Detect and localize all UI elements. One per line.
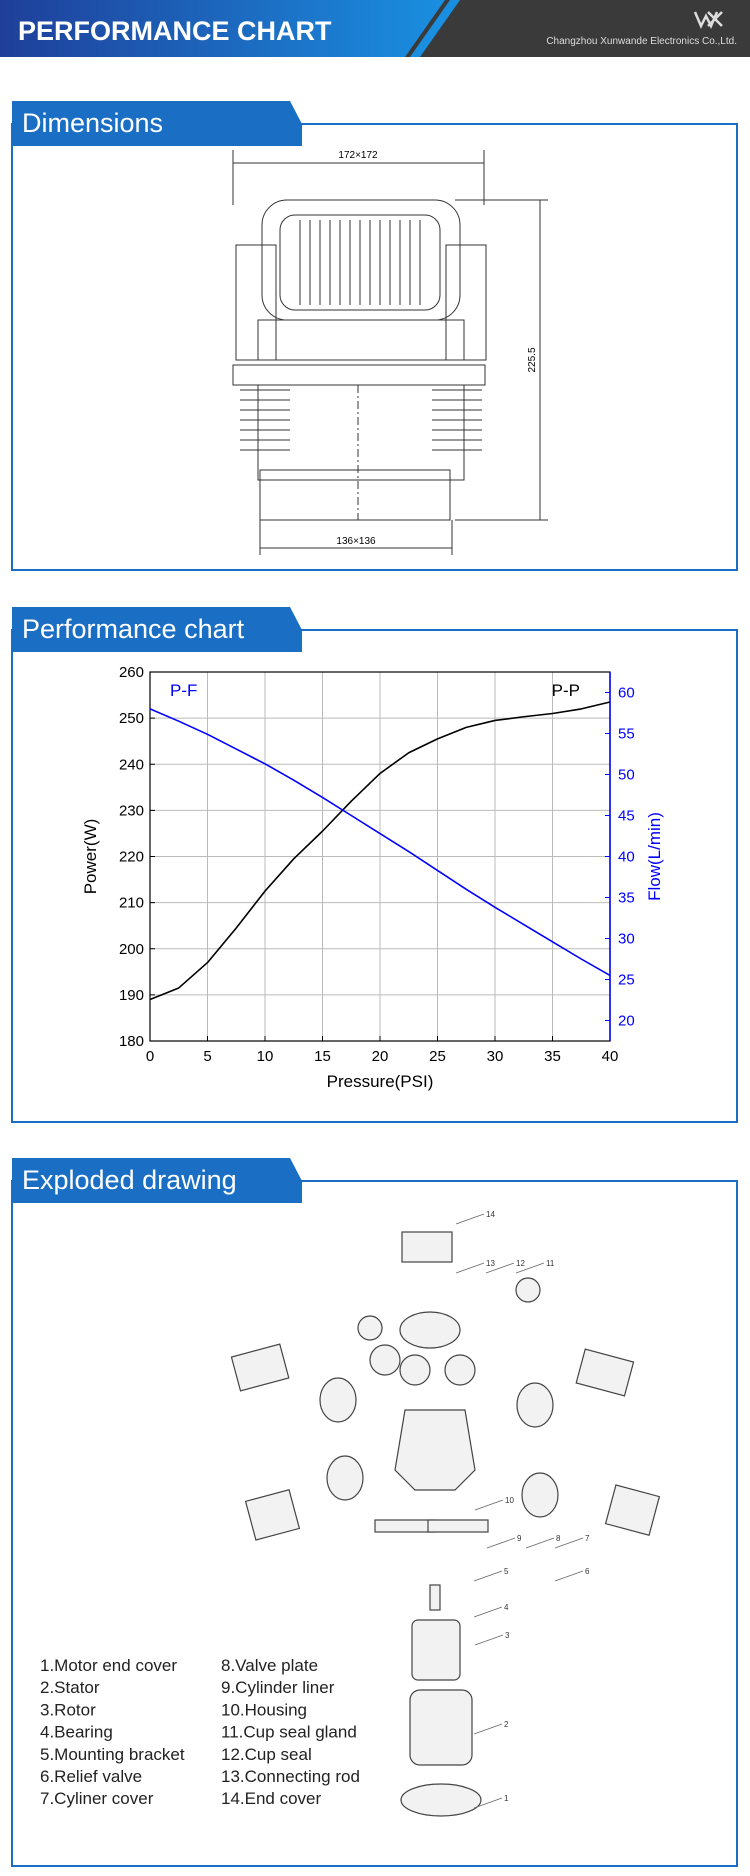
y2-tick-label: 60 [618,685,635,702]
section-box [11,1180,738,1867]
section-title: Exploded drawing [22,1165,237,1195]
y2-axis-label: Flow(L/min) [645,812,664,901]
y2-tick-label: 55 [618,726,635,743]
y-tick-label: 240 [119,756,144,773]
y-tick-label: 200 [119,941,144,958]
x-tick-label: 35 [544,1048,561,1065]
part-name: 6.Relief valve [40,1767,142,1786]
callout-number: 3 [505,1631,510,1640]
callout-number: 6 [585,1567,590,1576]
callout-leader [473,1570,503,1582]
part-name: 14.End cover [221,1789,322,1808]
part-name: 10.Housing [221,1700,307,1719]
callout-number: 12 [516,1259,525,1268]
callout-number: 13 [486,1259,495,1268]
dimension-drawing [232,150,548,555]
company: Changzhou Xunwande Electronics Co.,Ltd. [546,36,737,47]
part-name: 4.Bearing [40,1723,113,1742]
callout-number: 10 [505,1496,514,1505]
callout-leader [486,1537,516,1549]
callout-leader [515,1262,545,1274]
part-name: 9.Cylinder liner [221,1678,335,1697]
y-tick-label: 220 [119,849,144,866]
callout-leader [473,1797,503,1809]
x-tick-label: 10 [257,1048,274,1065]
callout-leader [473,1723,503,1735]
series-label: P-F [170,681,197,700]
callout-number: 14 [486,1210,495,1219]
section-box [11,629,738,1123]
callout-leader [474,1499,504,1511]
y-tick-label: 260 [119,664,144,681]
section-tab [12,1158,302,1203]
y-tick-label: 250 [119,710,144,727]
y2-tick-label: 30 [618,931,635,948]
callout-number: 2 [504,1720,509,1729]
x-tick-label: 30 [487,1048,504,1065]
part-name: 3.Rotor [40,1700,96,1719]
y-tick-label: 180 [119,1033,144,1050]
callout-leader [485,1262,515,1274]
exploded-drawing [230,1231,661,1817]
x-tick-label: 40 [602,1048,619,1065]
callout-number: 9 [517,1534,522,1543]
section-title: Performance chart [22,614,245,644]
series-label: P-P [552,681,580,700]
callout-number: 1 [504,1794,509,1803]
dimension-label: 172×172 [338,150,378,161]
callout-number: 7 [585,1534,590,1543]
series-line [149,701,611,1001]
section-tab [12,607,302,652]
y-tick-label: 230 [119,802,144,819]
x-tick-label: 20 [372,1048,389,1065]
part-name: 5.Mounting bracket [40,1745,185,1764]
part-name: 11.Cup seal gland [221,1723,357,1742]
callout-leader [473,1606,503,1618]
logo [693,11,723,29]
y2-tick-label: 35 [618,890,635,907]
part-name: 8.Valve plate [221,1656,318,1675]
callout-number: 5 [504,1567,509,1576]
y2-tick-label: 25 [618,972,635,989]
callout-leader [455,1262,485,1274]
x-tick-label: 25 [429,1048,446,1065]
callout-number: 8 [556,1534,561,1543]
part-name: 12.Cup seal [221,1745,312,1764]
x-tick-label: 15 [314,1048,331,1065]
series-line [149,708,611,977]
y-tick-label: 210 [119,895,144,912]
callout-leader [554,1537,584,1549]
header-title: PERFORMANCE CHART [18,16,332,46]
part-name: 1.Motor end cover [40,1656,177,1675]
x-axis-label: Pressure(PSI) [327,1072,434,1091]
section-tab [12,101,302,146]
y2-tick-label: 20 [618,1013,635,1030]
y-axis-label: Power(W) [81,819,100,895]
part-name: 7.Cyliner cover [40,1789,154,1808]
callout-number: 4 [504,1603,509,1612]
dimension-label: 136×136 [336,536,376,547]
callout-number: 11 [546,1259,555,1268]
callout-leader [554,1570,584,1582]
y2-tick-label: 40 [618,849,635,866]
callout-leader [474,1634,504,1646]
y2-tick-label: 50 [618,767,635,784]
callout-leader [525,1537,555,1549]
part-name: 13.Connecting rod [221,1767,360,1786]
x-tick-label: 0 [146,1048,154,1065]
section-title: Dimensions [22,108,163,138]
header-band [0,0,445,57]
dimension-label: 225.5 [527,347,538,372]
y-tick-label: 190 [119,987,144,1004]
section-box [11,123,738,571]
header-stripe [410,0,460,57]
callout-leader [455,1213,485,1225]
y2-tick-label: 45 [618,808,635,825]
part-name: 2.Stator [40,1678,100,1697]
x-tick-label: 5 [203,1048,211,1065]
